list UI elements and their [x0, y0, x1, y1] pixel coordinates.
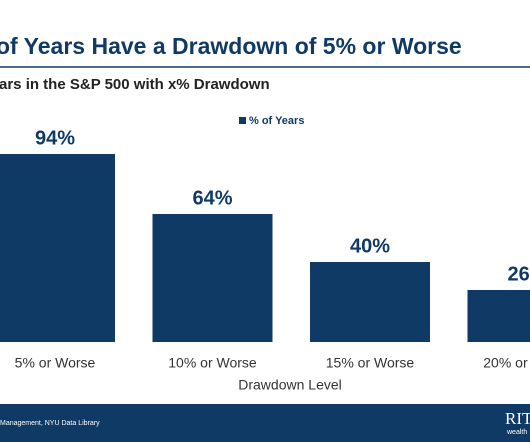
- logo-sub: wealth: [506, 429, 527, 436]
- data-label: 40%: [350, 235, 390, 257]
- x-tick-label: 15% or Worse: [326, 355, 415, 371]
- footer-band: [0, 404, 530, 442]
- x-tick-label: 20% or Worse: [483, 355, 530, 371]
- logo: RIT: [505, 409, 530, 428]
- bar: [0, 154, 115, 342]
- bar: [467, 290, 530, 342]
- x-axis-label: Drawdown Level: [238, 377, 342, 393]
- bar: [310, 262, 430, 342]
- x-tick-label: 5% or Worse: [15, 355, 96, 371]
- chart-subtitle: ars in the S&P 500 with x% Drawdown: [0, 76, 270, 93]
- chart-title: of Years Have a Drawdown of 5% or Worse: [0, 33, 462, 59]
- data-label: 64%: [192, 187, 232, 209]
- legend-swatch: [239, 117, 246, 124]
- legend-label: % of Years: [249, 115, 304, 127]
- footer-source: Management, NYU Data Library: [0, 420, 100, 427]
- data-label: 26%: [507, 263, 530, 285]
- data-label: 94%: [35, 127, 75, 149]
- bar: [152, 214, 273, 342]
- x-tick-label: 10% or Worse: [168, 355, 257, 371]
